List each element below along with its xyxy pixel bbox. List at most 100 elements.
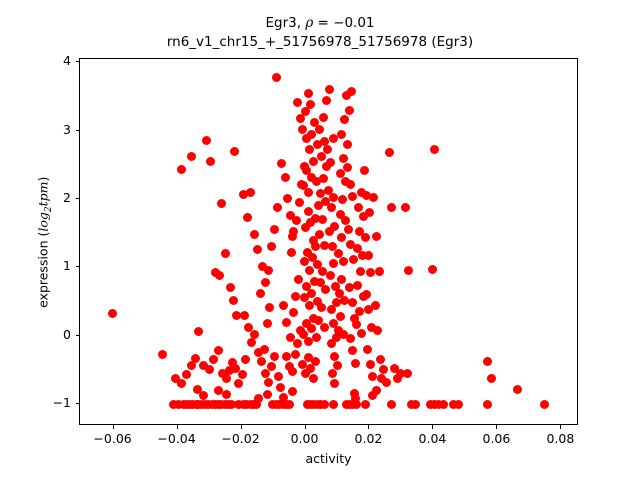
scatter-point bbox=[199, 391, 209, 401]
ylabel-subscript: 2 bbox=[43, 206, 54, 213]
scatter-point bbox=[267, 362, 277, 372]
scatter-point bbox=[290, 350, 300, 360]
scatter-point bbox=[329, 399, 339, 409]
scatter-point bbox=[270, 351, 280, 361]
scatter-point bbox=[376, 373, 386, 383]
scatter-point bbox=[199, 361, 209, 371]
scatter-point bbox=[293, 275, 303, 285]
scatter-point bbox=[294, 198, 304, 208]
x-tick-label: −0.04 bbox=[157, 431, 196, 446]
scatter-point bbox=[319, 323, 329, 333]
scatter-point bbox=[427, 265, 437, 274]
scatter-point bbox=[411, 399, 421, 409]
y-axis-label: expression (log2tpm) bbox=[35, 59, 54, 426]
x-tick-label: 0.04 bbox=[418, 431, 447, 446]
scatter-point bbox=[281, 351, 291, 361]
scatter-point bbox=[257, 261, 267, 271]
scatter-point bbox=[285, 332, 295, 342]
scatter-point bbox=[327, 339, 337, 349]
scatter-point bbox=[320, 284, 330, 294]
scatter-point bbox=[315, 230, 325, 240]
scatter-point bbox=[313, 260, 323, 270]
scatter-point bbox=[194, 327, 204, 337]
scatter-point bbox=[345, 179, 355, 189]
scatter-point bbox=[250, 329, 260, 339]
scatter-point bbox=[285, 211, 295, 220]
scatter-point bbox=[313, 201, 323, 211]
scatter-point bbox=[338, 194, 348, 204]
scatter-point bbox=[379, 365, 389, 375]
scatter-point bbox=[368, 372, 378, 382]
scatter-point bbox=[329, 351, 339, 361]
scatter-point bbox=[173, 399, 183, 409]
scatter-point bbox=[335, 209, 345, 219]
scatter-point bbox=[341, 90, 351, 100]
scatter-point bbox=[187, 360, 197, 370]
scatter-point bbox=[304, 187, 314, 197]
scatter-point bbox=[263, 377, 273, 387]
scatter-point bbox=[157, 349, 167, 359]
scatter-point bbox=[309, 157, 319, 166]
title-gene-prefix: Egr3, bbox=[265, 15, 306, 31]
scatter-point bbox=[311, 213, 321, 223]
y-tick-label: 2 bbox=[63, 190, 71, 206]
title-rho-symbol: ρ bbox=[305, 15, 314, 31]
scatter-point bbox=[298, 359, 308, 369]
scatter-point bbox=[262, 318, 272, 328]
scatter-point bbox=[221, 373, 231, 383]
scatter-point bbox=[334, 288, 344, 298]
scatter-point bbox=[316, 189, 326, 199]
scatter-point bbox=[381, 377, 391, 387]
scatter-point bbox=[348, 346, 358, 356]
scatter-point bbox=[301, 368, 310, 378]
ylabel-log: log bbox=[35, 212, 51, 232]
scatter-point bbox=[205, 157, 215, 166]
scatter-point bbox=[176, 164, 186, 174]
scatter-point bbox=[317, 215, 327, 225]
scatter-point bbox=[367, 391, 377, 401]
scatter-point bbox=[260, 344, 270, 354]
scatter-point bbox=[364, 208, 374, 218]
scatter-point bbox=[238, 189, 248, 199]
scatter-point bbox=[350, 313, 360, 323]
scatter-point bbox=[438, 399, 448, 409]
scatter-point bbox=[340, 115, 350, 125]
scatter-point bbox=[271, 72, 281, 82]
y-tick-mark bbox=[75, 61, 79, 63]
scatter-point bbox=[404, 265, 413, 275]
scatter-point bbox=[339, 257, 349, 267]
scatter-point bbox=[350, 394, 360, 404]
scatter-point bbox=[347, 86, 357, 96]
scatter-point bbox=[289, 227, 299, 237]
plot-axes-area bbox=[79, 58, 578, 425]
scatter-point bbox=[279, 301, 289, 311]
scatter-point bbox=[265, 302, 275, 312]
scatter-point bbox=[304, 145, 314, 155]
scatter-point bbox=[255, 288, 265, 298]
y-tick-label: −1 bbox=[52, 395, 71, 411]
scatter-point bbox=[337, 275, 347, 285]
scatter-point bbox=[302, 282, 312, 292]
scatter-point bbox=[363, 250, 373, 260]
scatter-point bbox=[301, 165, 311, 175]
x-tick-label: 0.00 bbox=[290, 431, 319, 446]
scatter-point bbox=[325, 157, 335, 167]
scatter-point bbox=[370, 301, 380, 311]
scatter-point bbox=[249, 230, 259, 240]
x-tick-label: 0.02 bbox=[354, 431, 383, 446]
scatter-point bbox=[221, 390, 231, 400]
scatter-point bbox=[364, 305, 374, 315]
scatter-point bbox=[263, 390, 273, 400]
scatter-point bbox=[373, 325, 383, 335]
scatter-point bbox=[301, 318, 311, 328]
y-tick-mark bbox=[75, 403, 79, 405]
title-rho-value: = −0.01 bbox=[313, 15, 375, 31]
scatter-point bbox=[366, 268, 376, 278]
scatter-point bbox=[374, 267, 384, 277]
scatter-point bbox=[315, 124, 325, 134]
x-axis-label: activity bbox=[305, 451, 352, 466]
scatter-point bbox=[310, 242, 320, 252]
scatter-point bbox=[230, 146, 240, 156]
scatter-point bbox=[336, 168, 346, 178]
scatter-point bbox=[282, 317, 292, 327]
